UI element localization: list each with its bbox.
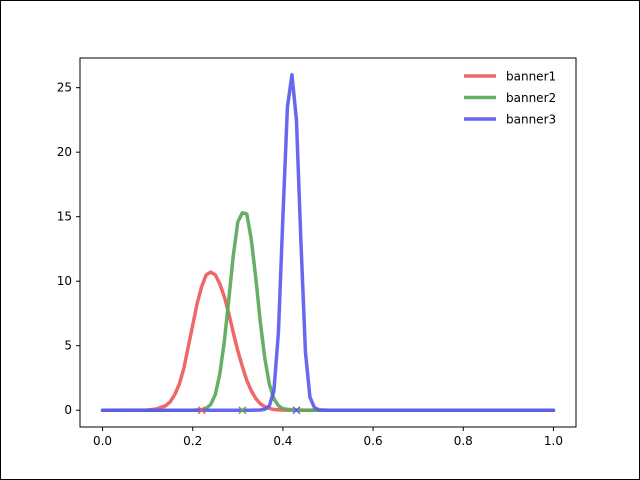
legend-label: banner2 [506,91,556,105]
marker-banner3 [292,406,301,415]
marker-stroke [197,406,206,415]
legend-entry-banner2: banner2 [464,91,556,105]
legend-entry-banner1: banner1 [464,70,556,84]
x-tick-label: 0.2 [183,434,202,448]
marker-banner2 [238,406,247,415]
legend-entry-banner3: banner3 [464,113,556,127]
y-tick-label: 0 [64,403,72,417]
legend-label: banner1 [506,70,556,84]
x-tick-label: 0.8 [454,434,473,448]
marker-stroke [238,406,247,415]
legend: banner1 banner2 banner3 [464,70,556,127]
marker-stroke [292,406,301,415]
plot-frame [79,57,577,428]
y-tick-label: 5 [64,339,72,353]
series-line-banner2 [100,211,556,412]
y-tick-label: 10 [57,274,72,288]
y-tick-label: 20 [57,145,72,159]
y-tick-label: 15 [57,210,72,224]
series-lines [100,73,556,412]
series-line-banner3 [100,73,556,412]
legend-label: banner3 [506,113,556,127]
series-markers [197,406,301,415]
marker-banner1 [197,406,206,415]
y-tick-label: 25 [57,81,72,95]
axes: 0.0 0.2 0.4 0.6 0.8 1.0 0 5 10 15 20 25 [57,57,577,448]
x-tick-label: 0.4 [273,434,292,448]
series-line-banner1 [100,270,556,412]
x-tick-label: 0.0 [93,434,112,448]
x-tick-label: 1.0 [544,434,563,448]
x-tick-label: 0.6 [364,434,383,448]
